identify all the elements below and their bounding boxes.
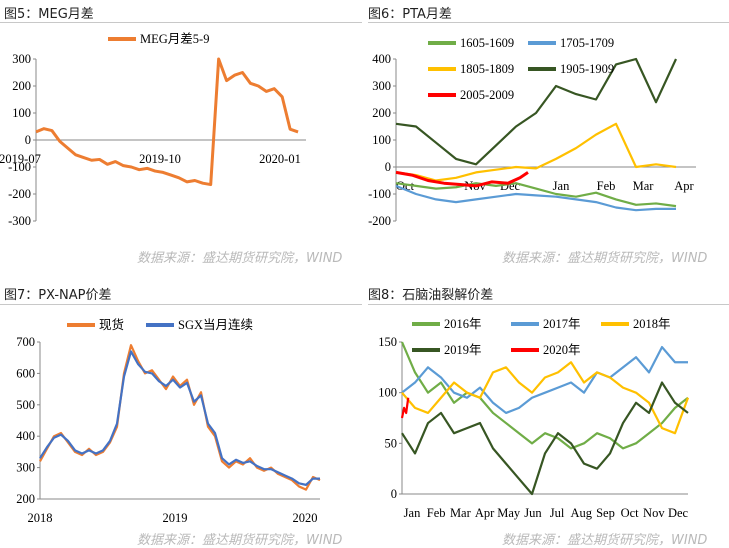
fig7-y-tick-label: 200 [16,492,35,506]
fig7-source: 数据来源：盛达期货研究院，WIND [137,533,343,548]
fig6-y-tick-label: -200 [368,214,391,228]
fig6-y-tick-label: -100 [368,187,391,201]
fig8-x-tick-label: Apr [475,506,495,520]
fig8-y-tick-label: 150 [378,335,397,349]
fig8-y-tick-label: 0 [391,487,397,501]
fig6-y-tick-label: 400 [372,52,391,66]
fig6-x-tick-label: Oct [396,179,415,193]
fig6-series-line-2 [395,122,677,182]
fig6-title: 图6：PTA月差 [368,7,452,22]
fig8-y-tick-label: 50 [385,436,398,450]
fig6-x-tick-label: Jan [553,179,570,193]
fig6-legend-label: 1905-1909 [560,62,614,76]
fig8-series-line-3 [401,381,689,496]
fig8-y-tick-label: 100 [378,386,397,400]
fig6-series-line-3 [395,57,677,166]
fig5-legend-label: MEG月差5-9 [140,32,209,46]
fig5-title-rule [0,22,362,23]
fig6-legend-label: 2005-2009 [460,88,514,102]
fig5-title: 图5：MEG月差 [4,7,94,22]
fig7-chart: 700 600 500 400 300 200 2018 2019 2020 现货 SGX当月连续 [16,317,321,525]
fig7-series-line-0 [39,344,321,491]
fig8-series-line-2 [401,361,690,435]
fig8-source: 数据来源：盛达期货研究院，WIND [502,533,708,548]
fig8-legend-label: 2018年 [633,317,671,331]
fig8-legend-label: 2019年 [444,343,482,357]
fig8-x-tick-label: Jul [550,506,565,520]
fig5-x-tick-label: 2020-01 [259,152,301,166]
fig8-legend-label: 2017年 [543,317,581,331]
fig6-legend-label: 1805-1809 [460,62,514,76]
fig7-y-tick-label: 500 [16,398,35,412]
fig5-x-tick-label: 2019-10 [139,152,181,166]
fig7-y-tick-label: 300 [16,461,35,475]
fig5-series-line-0 [35,57,299,187]
fig6-legend-label: 1605-1609 [460,36,514,50]
fig8-x-tick-label: Jan [404,506,421,520]
fig8-x-tick-label: Jun [524,506,542,520]
fig7-title: 图7：PX-NAP价差 [4,288,112,303]
fig6-x-tick-label: Apr [674,179,694,193]
fig6-x-tick-label: Feb [597,179,616,193]
fig7-y-tick-label: 700 [16,335,35,349]
fig6-y-tick-label: 300 [372,79,391,93]
fig8-title: 图8：石脑油裂解价差 [368,288,494,303]
fig6-y-tick-label: 100 [372,133,391,147]
fig8-legend-label: 2020年 [543,343,581,357]
fig8-x-tick-label: Mar [450,506,472,520]
fig8-series-line-4 [400,397,410,419]
fig7-y-tick-label: 400 [16,429,35,443]
fig6-title-rule [368,22,729,23]
fig8-x-tick-label: Dec [668,506,689,520]
fig8-x-tick-label: Nov [643,506,665,520]
fig7-series-line-1 [39,350,320,486]
fig7-legend-label: 现货 [99,317,124,332]
fig8-legend-label: 2016年 [444,317,482,331]
fig8-x-tick-label: Sep [596,506,615,520]
fig5-chart: 300 200 100 0 -100 -200 -300 2019-07 2019-10 2020… [0,32,306,228]
fig8-x-tick-label: Aug [571,506,593,520]
fig5-y-tick-label: -300 [8,214,31,228]
fig6-series-line-0 [395,182,677,208]
fig5-y-tick-label: 300 [12,52,31,66]
fig7-legend-label: SGX当月连续 [178,317,253,332]
fig6-series-line-4 [395,170,529,188]
fig7-x-tick-label: 2018 [28,511,53,525]
fig8-x-tick-label: Oct [621,506,640,520]
fig6-y-tick-label: 200 [372,106,391,120]
fig6-legend-label: 1705-1709 [560,36,614,50]
fig6-series-line-1 [395,184,676,212]
fig5-y-tick-label: -100 [8,160,31,174]
fig8-x-tick-label: Feb [427,506,446,520]
fig8-series-line-0 [400,341,689,450]
fig6-x-tick-label: Mar [633,179,655,193]
fig8-x-tick-label: May [497,506,521,520]
fig6-source: 数据来源：盛达期货研究院，WIND [502,251,708,266]
fig7-x-tick-label: 2020 [293,511,318,525]
fig5-y-tick-label: 100 [12,106,31,120]
fig7-y-tick-label: 600 [16,366,35,380]
fig8-title-rule [368,304,729,305]
fig5-y-tick-label: 0 [25,133,31,147]
fig5-y-tick-label: 200 [12,79,31,93]
fig5-x-tick-label: 2019-07 [0,152,41,166]
fig5-y-tick-label: -200 [8,187,31,201]
fig7-title-rule [0,304,362,305]
fig6-y-tick-label: 0 [385,160,391,174]
fig8-chart: 150 100 50 0 Jan Feb Mar Apr May Jun Jul Aug Sep Oct N… [378,317,690,520]
fig7-x-tick-label: 2019 [163,511,188,525]
fig5-source: 数据来源：盛达期货研究院，WIND [137,251,343,266]
